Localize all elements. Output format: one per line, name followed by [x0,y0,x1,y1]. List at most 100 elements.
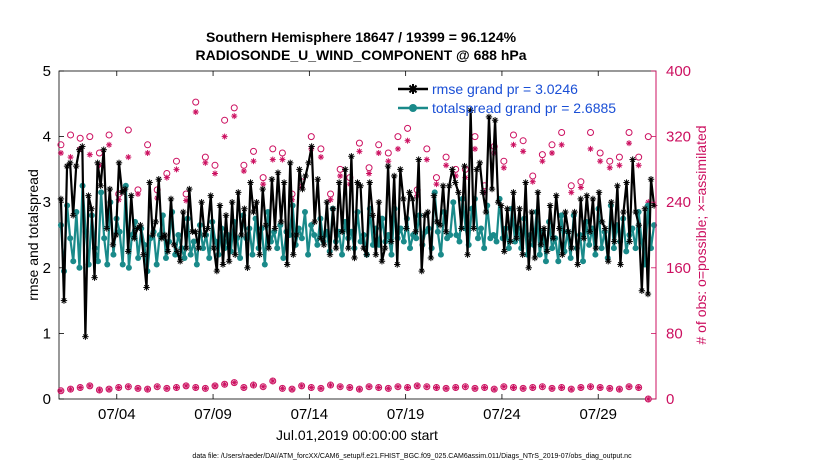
totalspread-point [610,245,617,252]
rmse-point [632,208,639,216]
obs-assimilated-point [211,170,218,177]
rmse-point [363,251,370,258]
obs-bottom-assimilated-point [173,385,179,391]
x-tick-label: 07/14 [291,406,329,423]
rmse-point [525,264,532,271]
obs-possible-point [144,141,152,149]
obs-assimilated-point [394,145,401,152]
obs-bottom-possible-point [432,384,440,392]
rmse-point [504,205,511,212]
totalspread-point [76,264,83,271]
obs-bottom-assimilated-point [135,385,141,391]
obs-possible-point [317,145,325,153]
obs-bottom-possible-point [548,384,556,392]
rmse-point [332,244,340,252]
rmse-point [57,195,65,203]
obs-assimilated-point [404,137,411,144]
totalspread-point [407,245,414,252]
obs-bottom-assimilated-point [636,385,642,391]
rmse-point [287,159,294,167]
rmse-point [455,189,462,196]
footer-data-file: data file: /Users/raeder/DAI/ATM_forcXX/… [192,453,632,460]
rmse-point [488,185,496,193]
y-left-tick-label: 0 [43,391,51,408]
obs-assimilated-point [626,140,633,147]
obs-bottom-assimilated-point [443,385,449,391]
totalspread-point [437,251,444,258]
obs-bottom-assimilated-point [559,385,565,391]
obs-bottom-assimilated-point [453,385,459,391]
rmse-point [88,205,95,212]
obs-bottom-possible-point [192,384,200,392]
rmse-point [311,218,318,226]
totalspread-point [249,251,256,258]
obs-assimilated-point [558,141,565,148]
obs-bottom-assimilated-point [366,384,372,390]
totalspread-point [237,254,244,261]
y-right-tick-label: 160 [666,260,691,277]
obs-possible-point [394,133,402,141]
rmse-point [314,176,321,183]
rmse-point [69,212,77,219]
obs-possible-point [86,133,94,141]
y-right-tick-label: 0 [666,391,674,408]
obs-possible-point [76,134,84,142]
rmse-point [345,244,352,252]
obs-assimilated-point [183,197,190,204]
rmse-point [201,231,208,239]
totalspread-point [434,228,441,235]
obs-bottom-possible-point [163,384,171,392]
obs-bottom-possible-point [105,385,113,393]
obs-bottom-assimilated-point [347,385,353,391]
rmse-point [446,182,453,189]
rmse-point [210,244,217,252]
rmse-point [430,192,438,199]
rmse-point [164,248,172,255]
totalspread-point [153,261,160,268]
rmse-point [473,166,480,173]
rmse-point [73,162,80,170]
obs-bottom-assimilated-point [491,386,497,392]
totalspread-point [400,238,407,245]
obs-possible-point [606,157,614,165]
obs-bottom-assimilated-point [424,384,430,390]
totalspread-point [175,232,182,238]
rmse-point [522,179,529,186]
rmse-point [195,244,202,252]
totalspread-point [261,261,268,268]
totalspread-point [274,245,281,252]
obs-possible-point [538,151,546,159]
obs-assimilated-point [606,164,613,171]
left-axis: 0 1 2 3 4 5 [43,63,64,408]
rmse-point [620,208,627,216]
obs-bottom-assimilated-point [58,388,64,394]
y-axis-right-label: # of obs: o=possible; ×=assimilated [693,125,709,344]
totalspread-point [456,238,463,245]
totalspread-point [280,254,287,261]
obs-bottom-assimilated-point [96,387,102,393]
obs-bottom-assimilated-point [116,385,122,391]
obs-possible-point [230,104,238,112]
totalspread-point [206,254,213,261]
obs-possible-point [278,149,286,157]
totalspread-point [314,241,321,248]
rmse-point [617,261,624,268]
y-right-tick-label: 240 [666,194,691,211]
totalspread-point [567,254,574,261]
obs-possible-point [432,174,440,182]
rmse-point [476,159,483,167]
obs-possible-point [519,137,527,145]
chart-title-line1: Southern Hemisphere 18647 / 19399 = 96.1… [206,29,517,45]
obs-assimilated-point [587,145,594,152]
obs-bottom-possible-point [442,384,450,392]
rmse-point [452,179,459,186]
totalspread-point [481,245,488,252]
obs-assimilated-point [163,174,170,181]
obs-bottom-assimilated-point [318,385,324,391]
obs-count-layer [57,98,652,403]
rmse-point [262,221,269,229]
obs-bottom-possible-point [278,384,286,392]
obs-bottom-assimilated-point [549,385,555,391]
obs-bottom-assimilated-point [433,385,439,391]
rmse-point [546,202,554,209]
